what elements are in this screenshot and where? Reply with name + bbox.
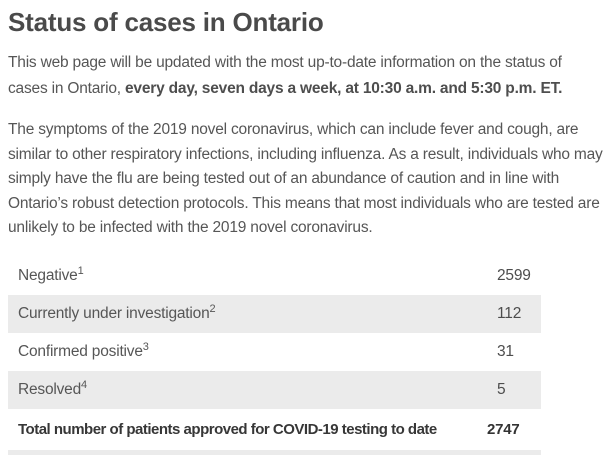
row-value: 112 (497, 304, 522, 322)
update-schedule-bold-text: every day, seven days a week, at 10:30 a… (125, 80, 563, 97)
row-label: Confirmed positive3 (18, 340, 149, 360)
table-row-resolved: Resolved4 5 (8, 370, 541, 409)
row-value: 5 (497, 380, 506, 398)
table-row-negative: Negative1 2599 (8, 257, 541, 295)
row-label: Negative1 (18, 264, 84, 284)
total-row-value: 2747 (487, 420, 520, 438)
update-schedule-paragraph: This web page will be updated with the m… (8, 50, 605, 102)
total-row-label: Total number of patients approved for CO… (18, 420, 437, 438)
row-label: Currently under investigation2 (18, 302, 216, 322)
row-value: 2599 (497, 266, 531, 284)
table-row-total: Total number of patients approved for CO… (8, 409, 541, 450)
status-table: Negative1 2599 Currently under investiga… (8, 257, 541, 455)
table-row-under-investigation: Currently under investigation2 112 (8, 294, 541, 333)
page-title: Status of cases in Ontario (8, 7, 324, 37)
footnote-marker: 4 (81, 378, 87, 391)
update-schedule-text: This web page will be updated with the m… (8, 54, 562, 97)
next-row-partial (8, 449, 541, 455)
row-label: Resolved4 (18, 378, 87, 398)
row-value: 31 (497, 342, 514, 360)
symptoms-paragraph: The symptoms of the 2019 novel coronavir… (8, 121, 603, 236)
table-row-confirmed-positive: Confirmed positive3 31 (8, 333, 541, 371)
footnote-marker: 3 (142, 340, 149, 353)
footnote-marker: 1 (77, 264, 84, 277)
footnote-marker: 2 (209, 302, 216, 315)
